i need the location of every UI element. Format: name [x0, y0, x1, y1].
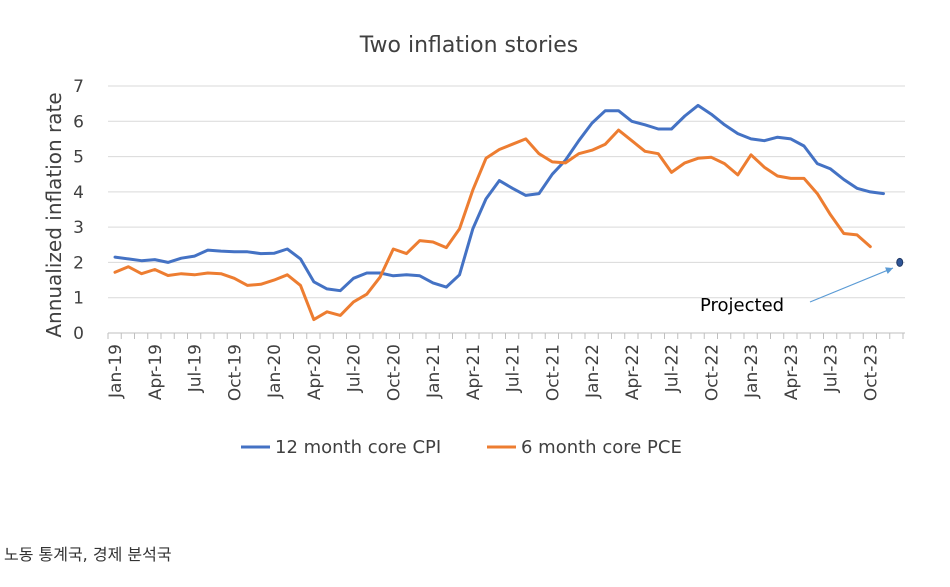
series-lines: [113, 103, 885, 322]
x-tick-label: Jan-23: [742, 344, 762, 399]
y-tick-label: 5: [73, 148, 84, 168]
x-tick-label: Jan-20: [265, 344, 285, 399]
chart-title: Two inflation stories: [359, 33, 578, 58]
x-tick-label: Jan-19: [106, 344, 126, 399]
x-tick-label: Oct-19: [225, 344, 245, 401]
x-tick-label: Jul-19: [186, 344, 206, 393]
y-tick-label: 3: [73, 218, 84, 238]
y-tick-label: 6: [73, 112, 84, 132]
x-tick-label: Apr-22: [623, 344, 643, 400]
x-tick-label: Oct-23: [861, 344, 881, 401]
y-tick-label: 4: [73, 183, 84, 203]
x-tick-label: Apr-19: [146, 344, 166, 400]
y-tick-label: 0: [73, 324, 84, 344]
series-line-1: [113, 128, 872, 322]
x-tick-label: Jul-22: [663, 344, 683, 393]
projected-point: [896, 257, 904, 267]
x-axis: [107, 332, 905, 339]
x-tick-label: Oct-22: [702, 344, 722, 401]
x-tick-label: Jul-21: [504, 344, 524, 393]
y-tick-label: 2: [73, 253, 84, 273]
legend: 12 month core CPI 6 month core PCE: [241, 437, 682, 458]
y-tick-label: 7: [73, 77, 84, 97]
x-tick-label: Apr-20: [305, 344, 325, 400]
x-tick-label: Jul-23: [822, 344, 842, 393]
x-tick-label: Apr-23: [782, 344, 802, 400]
x-tick-label: Jan-21: [424, 344, 444, 399]
projection-group: Projected: [700, 257, 904, 316]
legend-label-cpi: 12 month core CPI: [275, 437, 441, 458]
x-tick-label: Oct-21: [543, 344, 563, 401]
series-line-0: [113, 103, 885, 293]
x-tick-label: Apr-21: [464, 344, 484, 400]
x-tick-label: Jul-20: [345, 344, 365, 393]
legend-label-pce: 6 month core PCE: [521, 437, 682, 458]
y-tick-label: 1: [73, 289, 84, 309]
source-note: 노동 통계국, 경제 분석국: [4, 545, 172, 564]
gridlines: [108, 85, 905, 299]
x-tick-labels: Jan-19 Apr-19 Jul-19 Oct-19 Jan-20 Apr-20 Jul-…: [106, 344, 881, 401]
annotation-projected: Projected: [700, 295, 784, 316]
y-tick-labels: 0 1 2 3 4 5 6 7: [73, 77, 84, 344]
y-axis-title: Annualized inflation rate: [42, 92, 66, 337]
x-tick-label: Jan-22: [583, 344, 603, 399]
annotation-arrow: [809, 267, 894, 303]
x-tick-label: Oct-20: [384, 344, 404, 401]
